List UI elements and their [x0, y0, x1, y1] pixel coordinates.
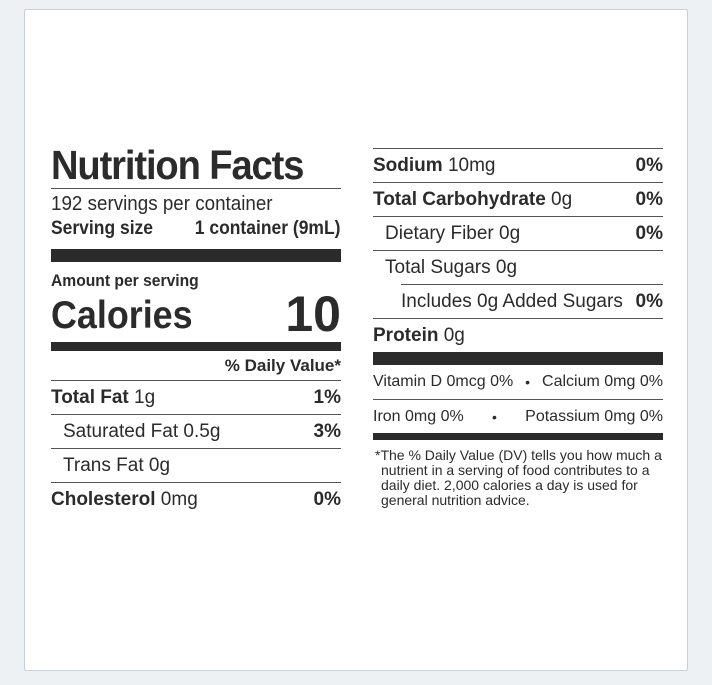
calories-value: 10	[285, 286, 341, 342]
nutrient-name: Protein	[373, 324, 439, 346]
vitamin-row: Vitamin D 0mcg 0% • Calcium 0mg 0%	[373, 365, 663, 399]
nutrient-row-trans-fat: Trans Fat 0g	[51, 448, 341, 482]
divider	[51, 188, 341, 189]
nutrient-amount: 0g	[438, 324, 465, 346]
serving-size-label: Serving size	[51, 218, 154, 239]
thick-divider	[51, 249, 341, 262]
nutrient-row-sodium: Sodium 10mg 0%	[373, 148, 663, 182]
nutrient-name: Dietary Fiber	[385, 222, 494, 244]
daily-value-header: % Daily Value*	[224, 356, 341, 375]
nutrient-daily-value: 0%	[313, 488, 341, 510]
nutrient-row-total-fat: Total Fat 1g 1%	[51, 380, 341, 414]
nutrient-amount: 0g	[490, 256, 518, 278]
vitamin-row: Iron 0mg 0% • Potassium 0mg 0%	[373, 399, 663, 433]
nutrition-label-frame: Nutrition Facts 192 servings per contain…	[24, 9, 688, 671]
nutrient-row-protein: Protein 0g	[373, 318, 663, 352]
nutrient-amount: 0g	[143, 454, 171, 476]
bullet-icon: •	[525, 374, 531, 390]
nutrient-name: Trans Fat	[63, 454, 144, 476]
vitamin-right: Potassium 0mg 0%	[525, 407, 663, 425]
nutrient-daily-value: 0%	[635, 290, 663, 312]
nutrient-row-saturated-fat: Saturated Fat 0.5g 3%	[51, 414, 341, 448]
nutrient-name: Total Carbohydrate	[373, 188, 546, 210]
nutrient-name: Cholesterol	[51, 488, 156, 510]
vitamin-right: Calcium 0mg 0%	[542, 373, 663, 390]
nutrient-daily-value: 0%	[635, 188, 663, 210]
nutrient-daily-value: 0%	[635, 222, 663, 244]
nutrient-name: Total Sugars	[385, 256, 491, 278]
nutrient-amount: 10mg	[442, 154, 496, 176]
nutrient-name: Includes 0g Added Sugars	[401, 290, 623, 312]
calories-label: Calories	[51, 294, 193, 337]
nutrient-amount: 1g	[128, 386, 156, 408]
nutrient-amount: 0mg	[155, 488, 198, 510]
nutrient-row-added-sugars: Includes 0g Added Sugars 0%	[401, 284, 663, 318]
nutrient-row-dietary-fiber: Dietary Fiber 0g 0%	[373, 216, 663, 250]
thick-divider	[373, 352, 663, 365]
nutrient-row-cholesterol: Cholesterol 0mg 0%	[51, 482, 341, 516]
nutrient-name: Saturated Fat	[63, 420, 179, 442]
right-column: Sodium 10mg 0% Total Carbohydrate 0g 0% …	[373, 148, 663, 508]
label-title: Nutrition Facts	[51, 142, 304, 188]
daily-value-footnote: *The % Daily Value (DV) tells you how mu…	[375, 447, 662, 508]
serving-size-value: 1 container (9mL)	[194, 218, 341, 239]
vitamin-left: Vitamin D 0mcg 0%	[373, 373, 514, 390]
left-column: Nutrition Facts 192 servings per contain…	[51, 142, 341, 516]
medium-divider	[373, 433, 663, 440]
nutrient-amount: 0g	[493, 222, 521, 244]
nutrient-amount: 0.5g	[178, 420, 221, 442]
nutrient-daily-value: 3%	[313, 420, 341, 442]
nutrient-row-total-carbohydrate: Total Carbohydrate 0g 0%	[373, 182, 663, 216]
servings-per-container: 192 servings per container	[51, 193, 273, 215]
serving-size-row: Serving size 1 container (9mL)	[51, 217, 340, 243]
nutrient-daily-value: 1%	[313, 386, 341, 408]
nutrient-amount: 0g	[545, 188, 573, 210]
nutrient-row-total-sugars: Total Sugars 0g	[373, 250, 663, 284]
calories-row: Calories 10	[51, 286, 341, 342]
vitamin-left: Iron 0mg 0%	[373, 407, 464, 425]
nutrient-name: Total Fat	[51, 386, 129, 408]
medium-divider	[51, 342, 341, 351]
bullet-icon: •	[491, 408, 497, 425]
amount-per-serving: Amount per serving	[51, 271, 199, 290]
nutrient-daily-value: 0%	[635, 154, 663, 176]
nutrient-name: Sodium	[373, 154, 443, 176]
